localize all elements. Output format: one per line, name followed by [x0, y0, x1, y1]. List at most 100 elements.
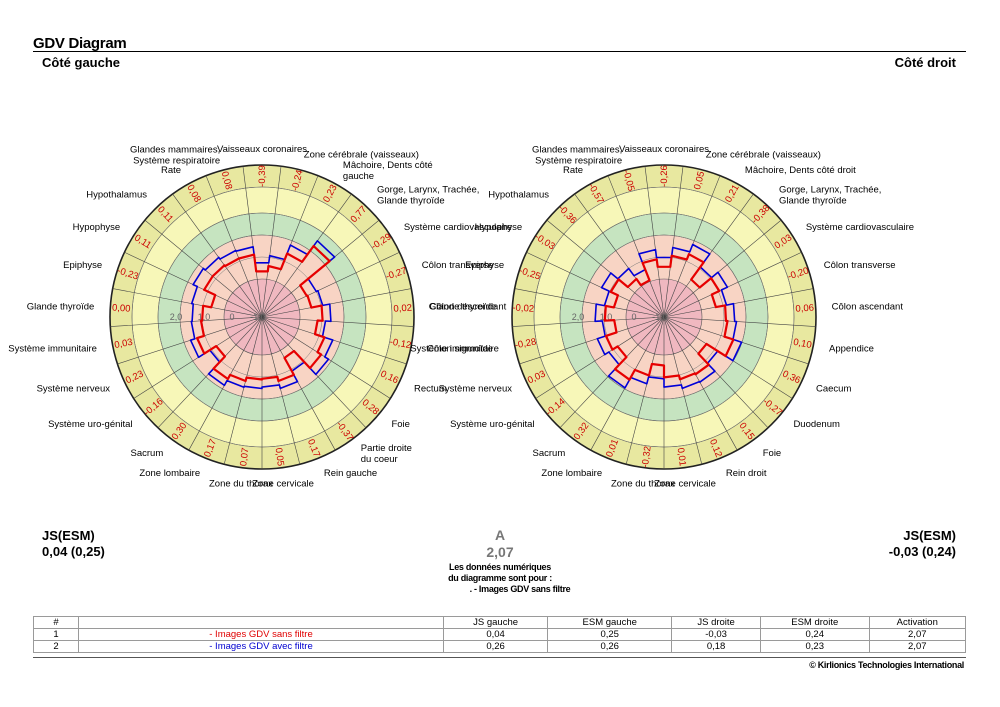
sector-label: Système uro-génital	[48, 419, 132, 430]
right-side-heading: Côté droit	[894, 55, 956, 70]
sector-label: Système immunitaire	[410, 343, 499, 354]
series-avec-filtre	[594, 243, 743, 390]
sector-label: Côlon sigmoïde	[427, 343, 493, 354]
sector-label: Système nerveux	[37, 384, 111, 395]
sector-spoke	[261, 316, 301, 465]
sector-label: Hypophyse	[73, 222, 121, 233]
sector-label: Gorge, Larynx, Trachée, Glande thyroïde	[779, 185, 881, 207]
scale-label: -1,0	[652, 312, 668, 322]
copyright: © Kirlionics Technologies International	[809, 660, 964, 670]
series-sans-filtre	[603, 253, 735, 381]
sector-value: -0,39	[257, 165, 268, 187]
sector-value: -0,12	[389, 336, 412, 351]
sector-spoke	[663, 288, 814, 318]
sector-label: Rein gauche	[324, 468, 377, 479]
sector-label: Gorge, Larynx, Trachée, Glande thyroïde	[377, 185, 479, 207]
sector-spoke	[663, 166, 684, 318]
sector-label: Zone cervicale	[252, 479, 314, 490]
sector-spoke	[110, 316, 263, 327]
scale-label: 0	[229, 312, 234, 322]
sector-spoke	[526, 252, 665, 318]
row-js-gauche: 0,04	[442, 628, 549, 641]
sector-label: Mâchoire, Dents côté gauche	[343, 160, 433, 182]
row-num: 1	[33, 628, 79, 641]
sector-spoke	[223, 316, 263, 465]
sector-label: Sacrum	[533, 448, 566, 459]
scale-label: -1,0	[250, 312, 266, 322]
table-row: 1 - Images GDV sans filtre 0,04 0,25 -0,…	[33, 628, 967, 641]
sector-spoke	[261, 316, 414, 327]
sector-value: -0,28	[514, 336, 537, 351]
sector-label: Vaisseaux coronaires	[619, 144, 709, 155]
activation-label: A	[494, 527, 506, 543]
sector-label: Zone lombaire	[139, 468, 200, 479]
js-value-left: 0,04 (0,25)	[42, 544, 105, 559]
sector-spoke	[663, 219, 782, 318]
sector-spoke	[535, 316, 665, 399]
sector-label: Glande thyroïde	[429, 301, 497, 312]
sector-label: Système nerveux	[439, 384, 513, 395]
row-activation: 2,07	[868, 628, 967, 641]
sector-label: Côlon ascendant	[832, 301, 904, 312]
row-name: - Images GDV avec filtre	[78, 640, 444, 653]
sector-spoke	[546, 219, 665, 318]
sector-spoke	[261, 316, 407, 365]
js-label-left: JS(ESM)	[42, 528, 95, 543]
sector-label: Epiphyse	[465, 260, 504, 271]
sector-label: Mâchoire, Dents côté droit	[745, 165, 856, 176]
scale-label: 0	[631, 312, 636, 322]
sector-label: Côlon transverse	[422, 260, 494, 271]
data-note: Les données numériques du diagramme sont…	[400, 562, 600, 595]
sector-label: Système immunitaire	[8, 343, 97, 354]
sector-spoke	[607, 175, 665, 318]
note-line-1: Les données numériques	[449, 562, 551, 572]
sector-label: Zone cérébrale (vaisseaux)	[706, 149, 821, 160]
row-esm-droite: 0,24	[759, 628, 870, 641]
sector-spoke	[205, 175, 263, 318]
table-header-row: # JS gauche ESM gauche JS droite ESM dro…	[33, 616, 967, 629]
row-js-droite: -0,03	[671, 628, 761, 641]
row-name: - Images GDV sans filtre	[78, 628, 444, 641]
row-js-droite: 0,18	[671, 640, 761, 653]
sector-spoke	[519, 316, 665, 365]
sector-value: 0,03	[113, 337, 133, 351]
sector-value: 0,01	[675, 447, 688, 467]
js-value-right: -0,03 (0,24)	[888, 544, 956, 559]
sector-spoke	[625, 316, 665, 465]
sector-value: 0,02	[393, 303, 412, 315]
sector-value: -0,32	[640, 446, 654, 469]
sector-spoke	[514, 288, 665, 318]
sector-label: Duodenum	[793, 419, 840, 430]
sector-value: 0,06	[795, 303, 814, 315]
scale-label: 2,0	[572, 312, 585, 322]
sector-value: -0,02	[512, 302, 534, 314]
sector-value: 0,05	[692, 170, 707, 191]
series-sans-filtre	[196, 244, 331, 383]
note-line-2: du diagramme sont pour :	[448, 573, 552, 583]
sector-value: -0,05	[620, 169, 636, 193]
sector-value: 0,08	[219, 170, 234, 191]
sector-value: -0,24	[290, 169, 306, 193]
sector-label: Zone du thorax	[209, 479, 273, 490]
sector-spoke	[261, 166, 282, 318]
title-divider	[33, 51, 966, 52]
sector-label: Rate	[161, 165, 181, 176]
sector-spoke	[512, 316, 665, 327]
sector-label: Zone cérébrale (vaisseaux)	[304, 149, 419, 160]
sector-spoke	[112, 288, 263, 318]
col-js-droite: JS droite	[671, 616, 761, 629]
js-label-right: JS(ESM)	[903, 528, 956, 543]
radar-chart-left: 2,0 1,0 0 -1,0-0,390,080,080,110,11-0,230,0…	[8, 144, 512, 490]
scale-label: 2,0	[170, 312, 183, 322]
page-title: GDV Diagram	[33, 35, 127, 52]
sector-label: Hypophyse	[475, 222, 523, 233]
sector-label: Vaisseaux coronaires	[217, 144, 307, 155]
sector-label: Epiphyse	[63, 260, 102, 271]
radar-chart-right: 2,0 1,0 0 -1,0-0,26 0,050,21-0,380,03-0,200,…	[410, 144, 914, 490]
table-row: 2 - Images GDV avec filtre 0,26 0,26 0,1…	[33, 640, 967, 653]
sector-value: -0,26	[659, 165, 670, 187]
sector-label: Hypothalamus	[488, 190, 549, 201]
sector-label: Zone cervicale	[654, 479, 716, 490]
col-name	[78, 616, 444, 629]
sector-label: Hypothalamus	[86, 190, 147, 201]
